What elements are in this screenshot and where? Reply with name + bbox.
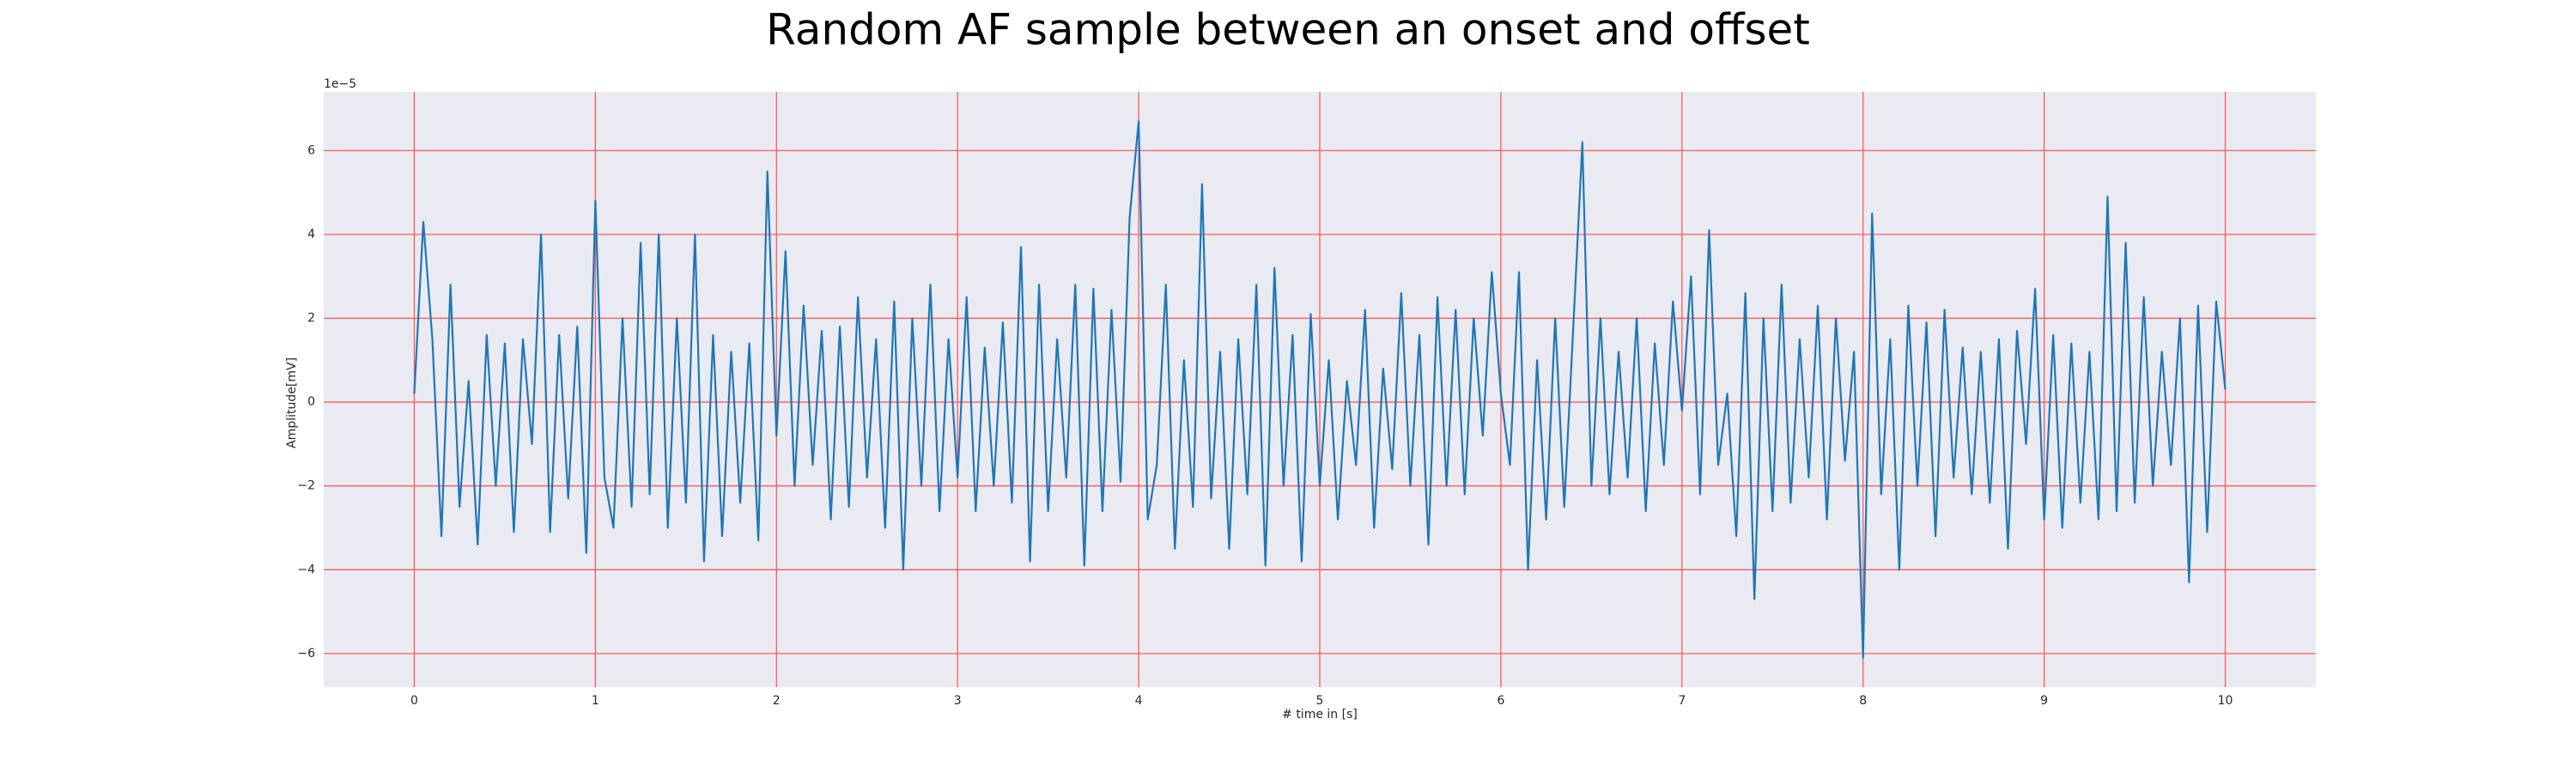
signal-line xyxy=(413,120,2227,659)
x-tick-label: 0 xyxy=(410,694,418,708)
y-tick-label: 6 xyxy=(307,143,315,157)
x-tick-label: 1 xyxy=(592,694,599,708)
y-offset-text: 1e−5 xyxy=(324,77,356,91)
y-tick-label: 4 xyxy=(307,228,315,241)
y-axis-label: Amplitude[mV] xyxy=(285,357,299,448)
y-tick-label: 0 xyxy=(307,395,315,409)
x-tick-label: 2 xyxy=(773,694,781,708)
chart-title: Random AF sample between an onset and of… xyxy=(766,5,1810,55)
x-tick-label: 8 xyxy=(1859,694,1867,708)
x-tick-label: 4 xyxy=(1135,694,1143,708)
x-tick-label: 10 xyxy=(2218,694,2233,708)
x-tick-label: 7 xyxy=(1678,694,1686,708)
y-tick-label: −2 xyxy=(297,479,315,493)
x-axis-label: # time in [s] xyxy=(1282,708,1358,721)
x-tick-label: 5 xyxy=(1316,694,1324,708)
y-tick-label: 2 xyxy=(307,312,315,326)
y-tick-label: −4 xyxy=(297,563,315,576)
x-tick-label: 3 xyxy=(954,694,962,708)
x-tick-label: 9 xyxy=(2040,694,2048,708)
y-tick-label: −6 xyxy=(297,647,315,660)
x-tick-label: 6 xyxy=(1497,694,1504,708)
